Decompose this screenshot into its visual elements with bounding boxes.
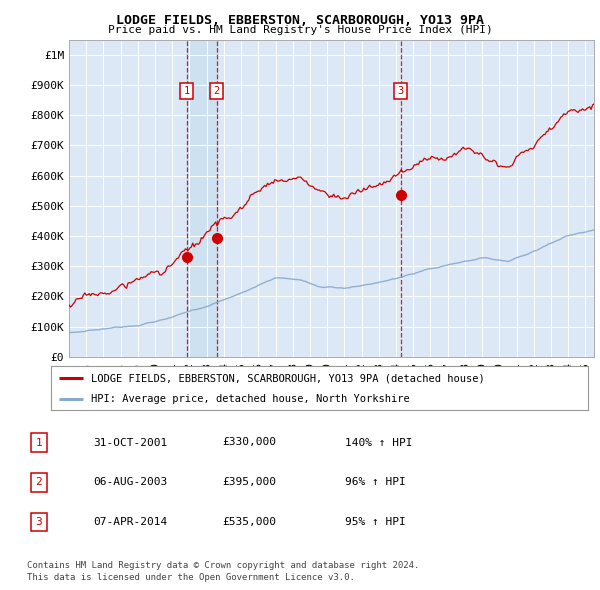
Text: 31-OCT-2001: 31-OCT-2001 xyxy=(93,438,167,447)
Text: 96% ↑ HPI: 96% ↑ HPI xyxy=(345,477,406,487)
Text: 3: 3 xyxy=(398,86,404,96)
Text: £395,000: £395,000 xyxy=(222,477,276,487)
Text: 1: 1 xyxy=(184,86,190,96)
Text: £330,000: £330,000 xyxy=(222,438,276,447)
Text: 07-APR-2014: 07-APR-2014 xyxy=(93,517,167,527)
Text: 3: 3 xyxy=(35,517,43,527)
Text: 1: 1 xyxy=(35,438,43,447)
Text: 2: 2 xyxy=(214,86,220,96)
Text: LODGE FIELDS, EBBERSTON, SCARBOROUGH, YO13 9PA: LODGE FIELDS, EBBERSTON, SCARBOROUGH, YO… xyxy=(116,14,484,27)
Text: LODGE FIELDS, EBBERSTON, SCARBOROUGH, YO13 9PA (detached house): LODGE FIELDS, EBBERSTON, SCARBOROUGH, YO… xyxy=(91,373,485,383)
Text: 2: 2 xyxy=(35,477,43,487)
Text: Contains HM Land Registry data © Crown copyright and database right 2024.: Contains HM Land Registry data © Crown c… xyxy=(27,560,419,570)
Text: 140% ↑ HPI: 140% ↑ HPI xyxy=(345,438,413,447)
Text: £535,000: £535,000 xyxy=(222,517,276,527)
Text: 95% ↑ HPI: 95% ↑ HPI xyxy=(345,517,406,527)
Text: This data is licensed under the Open Government Licence v3.0.: This data is licensed under the Open Gov… xyxy=(27,572,355,582)
Text: 06-AUG-2003: 06-AUG-2003 xyxy=(93,477,167,487)
Text: Price paid vs. HM Land Registry's House Price Index (HPI): Price paid vs. HM Land Registry's House … xyxy=(107,25,493,35)
Bar xyxy=(187,40,217,357)
Text: HPI: Average price, detached house, North Yorkshire: HPI: Average price, detached house, Nort… xyxy=(91,394,410,404)
